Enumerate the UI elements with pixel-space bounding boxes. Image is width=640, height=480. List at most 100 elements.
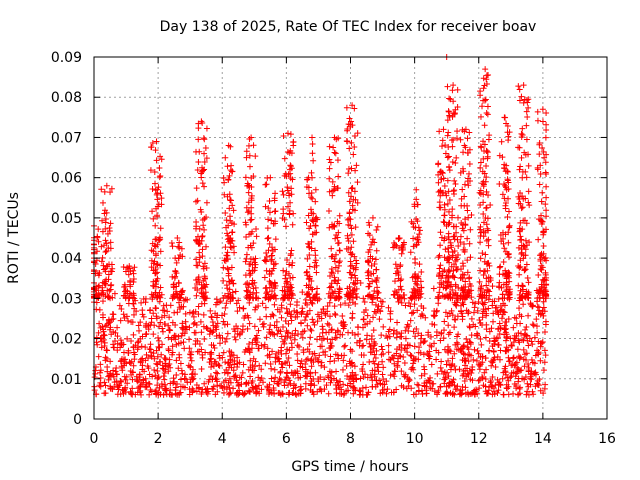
- data-point: [436, 169, 443, 176]
- data-point: [517, 384, 524, 391]
- data-point: [315, 358, 322, 365]
- data-point: [351, 133, 358, 140]
- data-point: [122, 294, 129, 301]
- data-point: [452, 181, 459, 188]
- data-point: [326, 299, 333, 306]
- data-point: [490, 310, 497, 317]
- data-point: [99, 284, 106, 291]
- data-point: [452, 281, 459, 288]
- data-point: [348, 185, 355, 192]
- data-point: [476, 189, 483, 196]
- data-point: [506, 358, 513, 365]
- data-point: [107, 220, 114, 227]
- data-point: [270, 384, 277, 391]
- data-point: [529, 321, 536, 328]
- data-point: [427, 333, 434, 340]
- data-point: [472, 300, 479, 307]
- data-point: [208, 355, 215, 362]
- data-point: [267, 174, 274, 181]
- data-point: [255, 374, 262, 381]
- data-point: [515, 282, 522, 289]
- data-point: [192, 329, 199, 336]
- data-point: [216, 352, 223, 359]
- data-point: [437, 337, 444, 344]
- data-point: [511, 314, 518, 321]
- data-point: [470, 356, 477, 363]
- data-point: [361, 298, 368, 305]
- data-point: [359, 384, 366, 391]
- data-point: [498, 238, 505, 245]
- data-point: [480, 75, 487, 82]
- data-point: [247, 256, 254, 263]
- data-point: [372, 301, 379, 308]
- data-point: [262, 256, 269, 263]
- data-point: [415, 388, 422, 395]
- data-point: [234, 308, 241, 315]
- data-point: [475, 350, 482, 357]
- data-point: [430, 312, 437, 319]
- data-point: [393, 265, 400, 272]
- data-point: [98, 243, 105, 250]
- data-point: [503, 275, 510, 282]
- data-point: [193, 256, 200, 263]
- data-point: [297, 319, 304, 326]
- data-point: [106, 319, 113, 326]
- data-point: [465, 149, 472, 156]
- data-point: [464, 365, 471, 372]
- data-point: [446, 219, 453, 226]
- x-tick-label: 6: [282, 431, 291, 447]
- data-point: [250, 240, 257, 247]
- data-point: [326, 322, 333, 329]
- data-point: [485, 242, 492, 249]
- data-point: [312, 252, 319, 259]
- data-point: [101, 210, 108, 217]
- data-point: [305, 212, 312, 219]
- data-point: [102, 268, 109, 275]
- data-point: [516, 86, 523, 93]
- data-point: [368, 262, 375, 269]
- data-point: [480, 191, 487, 198]
- data-point: [286, 308, 293, 315]
- data-point: [155, 343, 162, 350]
- data-point: [158, 381, 165, 388]
- data-point: [282, 376, 289, 383]
- data-point: [262, 304, 269, 311]
- data-point: [514, 368, 521, 375]
- data-point: [243, 221, 250, 228]
- data-point: [441, 206, 448, 213]
- data-point: [391, 327, 398, 334]
- data-point: [320, 335, 327, 342]
- data-point: [442, 150, 449, 157]
- data-point: [253, 226, 260, 233]
- data-point: [121, 314, 128, 321]
- data-point: [203, 389, 210, 396]
- data-point: [264, 291, 271, 298]
- data-point: [466, 323, 473, 330]
- x-axis-title: GPS time / hours: [291, 459, 408, 475]
- data-point: [226, 213, 233, 220]
- data-point: [542, 271, 549, 278]
- data-point: [477, 143, 484, 150]
- data-point: [517, 233, 524, 240]
- data-point: [269, 331, 276, 338]
- data-point: [173, 372, 180, 379]
- data-point: [408, 385, 415, 392]
- data-points: [91, 54, 550, 398]
- data-point: [308, 169, 315, 176]
- data-point: [499, 154, 506, 161]
- data-point: [462, 362, 469, 369]
- data-point: [286, 261, 293, 268]
- data-point: [503, 288, 510, 295]
- data-point: [351, 144, 358, 151]
- data-point: [288, 317, 295, 324]
- data-point: [332, 334, 339, 341]
- data-point: [468, 369, 475, 376]
- data-point: [331, 186, 338, 193]
- data-point: [209, 376, 216, 383]
- data-point: [345, 121, 352, 128]
- data-point: [243, 293, 250, 300]
- data-point: [518, 93, 525, 100]
- data-point: [531, 334, 538, 341]
- data-point: [98, 186, 105, 193]
- data-point: [388, 389, 395, 396]
